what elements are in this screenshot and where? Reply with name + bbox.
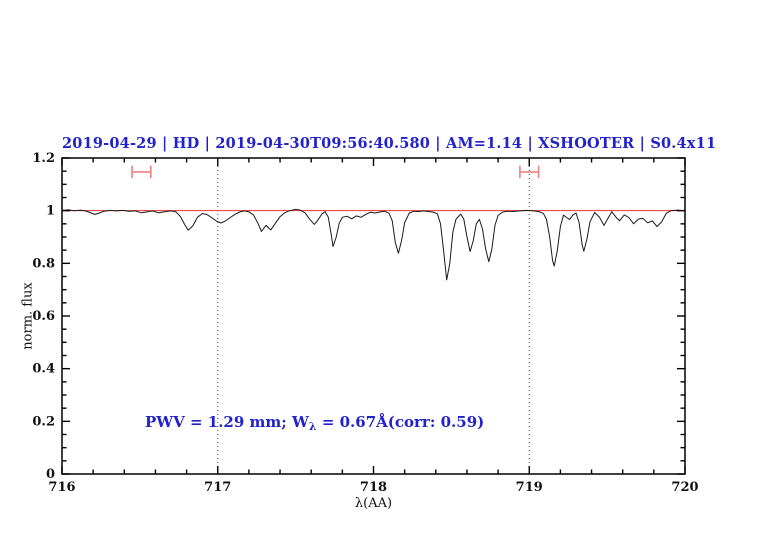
y-tick-label: 0.6 bbox=[32, 309, 55, 324]
pwv-annotation-suffix: = 0.67Å(corr: 0.59) bbox=[316, 413, 485, 431]
y-tick-label: 1 bbox=[46, 204, 55, 219]
pwv-annotation-subscript: λ bbox=[308, 420, 317, 433]
pwv-annotation: PWV = 1.29 mm; Wλ = 0.67Å(corr: 0.59) bbox=[145, 413, 484, 433]
y-tick-label: 0 bbox=[46, 467, 55, 482]
y-tick-label: 0.8 bbox=[32, 256, 55, 271]
range-marker bbox=[519, 165, 540, 179]
x-tick-label: 717 bbox=[204, 480, 231, 495]
plot-title: 2019-04-29 | HD | 2019-04-30T09:56:40.58… bbox=[62, 135, 717, 152]
x-axis-label: λ(AA) bbox=[354, 496, 393, 511]
x-tick-label: 716 bbox=[48, 480, 75, 495]
y-axis-label: norm. flux bbox=[20, 282, 36, 350]
spectrum-line bbox=[61, 208, 686, 281]
x-tick-label: 720 bbox=[671, 480, 698, 495]
y-tick-label: 1.2 bbox=[32, 151, 55, 166]
range-marker bbox=[131, 165, 152, 179]
x-tick-label: 718 bbox=[360, 480, 387, 495]
y-tick-label: 0.2 bbox=[32, 414, 55, 429]
x-tick-label: 719 bbox=[516, 480, 543, 495]
pwv-annotation-prefix: PWV = 1.29 mm; W bbox=[145, 413, 309, 431]
y-tick-label: 0.4 bbox=[32, 362, 55, 377]
